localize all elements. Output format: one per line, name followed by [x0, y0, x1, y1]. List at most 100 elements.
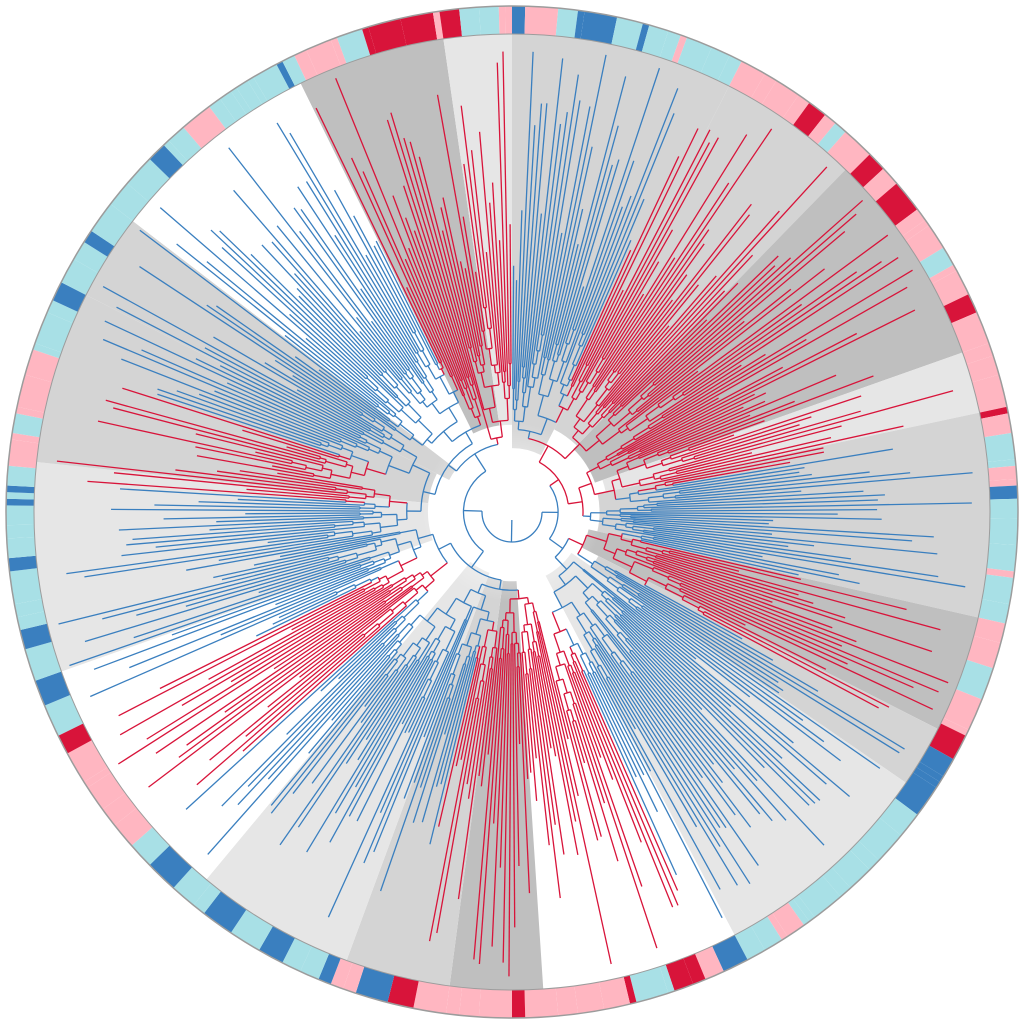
tree-center-glow: [422, 422, 602, 602]
tree-tip-branch: [440, 651, 477, 785]
tree-internal-branch: [399, 423, 415, 436]
tree-tip-branch: [532, 651, 565, 855]
tree-tip-branch: [278, 591, 337, 619]
tree-internal-branch: [334, 523, 354, 527]
tree-internal-branch: [611, 457, 630, 467]
tree-tip-branch: [408, 247, 462, 381]
tree-internal-branch: [625, 526, 633, 529]
tree-branches: [56, 51, 973, 977]
ring-annotation-segment: [729, 61, 765, 99]
tree-tip-branch: [154, 504, 361, 510]
tree-node-arc: [555, 663, 565, 668]
tree-tip-branch: [668, 375, 874, 454]
ring-annotation-segment: [44, 694, 84, 736]
tree-internal-branch: [335, 488, 348, 491]
tree-node-arc: [679, 582, 682, 586]
ring-annotation-segment: [282, 55, 307, 87]
tree-tip-branch: [540, 100, 581, 335]
tree-tip-branch: [572, 703, 606, 804]
tree-tip-branch: [296, 287, 382, 377]
ring-annotation-segment: [9, 568, 43, 605]
tree-tip-branch: [595, 325, 670, 413]
tree-tip-branch: [119, 488, 346, 503]
tree-tip-branch: [489, 202, 504, 383]
tree-internal-branch: [540, 357, 546, 375]
tree-node-arc: [473, 606, 490, 613]
tree-tip-branch: [404, 696, 423, 734]
tree-internal-branch: [605, 618, 620, 635]
tree-tip-branch: [615, 619, 703, 710]
tree-tip-branch: [638, 471, 800, 496]
tree-tip-branch: [261, 244, 384, 375]
tree-internal-branch: [356, 445, 369, 452]
tree-internal-branch: [325, 460, 346, 468]
tree-internal-branch: [480, 372, 486, 388]
ring-annotation-segment: [827, 131, 870, 175]
tree-internal-branch: [604, 568, 617, 577]
tree-tip-branch: [297, 186, 425, 379]
tree-internal-branch: [480, 345, 486, 365]
tree-tip-branch: [113, 407, 326, 464]
tree-internal-branch: [535, 641, 540, 657]
tree-internal-branch: [347, 491, 367, 495]
tree-node-arc: [421, 584, 429, 592]
ring-annotation-segment: [330, 37, 347, 66]
ring-annotation-segment: [973, 617, 1006, 643]
tree-internal-branch: [620, 519, 634, 523]
ring-annotation-segment: [318, 953, 341, 985]
tree-internal-branch: [620, 427, 629, 434]
tree-internal-branch: [411, 377, 423, 392]
tree-tip-branch: [392, 195, 463, 381]
tree-node-arc: [379, 522, 382, 532]
tree-tip-branch: [675, 472, 911, 497]
tree-tip-branch: [276, 225, 403, 379]
tree-tip-branch: [616, 574, 905, 750]
tree-internal-branch: [431, 652, 436, 661]
tree-tip-branch: [621, 614, 821, 801]
tree-internal-branch: [622, 532, 642, 538]
tree-node-arc: [567, 664, 571, 667]
tree-tip-branch: [404, 217, 468, 389]
tree-tip-branch: [546, 208, 584, 360]
tree-internal-branch: [422, 382, 431, 394]
tree-node-arc: [439, 401, 459, 415]
tree-internal-branch: [448, 407, 458, 422]
tree-tip-branch: [237, 633, 399, 806]
clade-sector: [443, 34, 512, 426]
ring-annotation-segment: [84, 767, 112, 788]
tree-tip-branch: [662, 353, 766, 419]
tree-tip-branch: [403, 185, 468, 378]
tree-internal-branch: [506, 398, 509, 421]
tree-tip-branch: [119, 589, 376, 736]
tree-internal-branch: [555, 407, 564, 423]
tree-internal-branch: [570, 664, 575, 673]
tree-node-arc: [487, 629, 497, 632]
tree-node-arc: [419, 614, 436, 628]
tree-tip-branch: [592, 672, 645, 776]
tree-internal-branch: [381, 374, 396, 389]
tree-tip-branch: [649, 257, 899, 422]
tree-internal-branch: [498, 579, 502, 590]
ring-annotation-segment: [459, 7, 481, 37]
ring-annotation-segment: [912, 767, 940, 788]
tree-tip-branch: [485, 251, 499, 365]
tree-internal-branch: [535, 350, 539, 365]
tree-tip-branch: [117, 589, 390, 765]
tree-tip-branch: [574, 661, 679, 906]
tree-internal-branch: [476, 646, 481, 658]
ring-annotation-segment: [932, 270, 969, 307]
tree-tip-branch: [647, 556, 933, 653]
ring-annotation-segment: [683, 953, 706, 985]
tree-internal-branch: [320, 443, 328, 448]
tree-internal-branch: [450, 674, 456, 685]
tree-tip-branch: [594, 637, 721, 828]
ring-annotation-segment: [87, 772, 126, 810]
tree-tip-branch: [423, 653, 458, 738]
tree-internal-branch: [380, 560, 399, 569]
tree-internal-branch: [594, 489, 615, 496]
tree-internal-branch: [395, 653, 402, 661]
tree-internal-branch: [448, 685, 454, 699]
tree-tip-branch: [676, 436, 832, 475]
tree-internal-branch: [372, 531, 382, 534]
tree-internal-branch: [388, 412, 395, 418]
